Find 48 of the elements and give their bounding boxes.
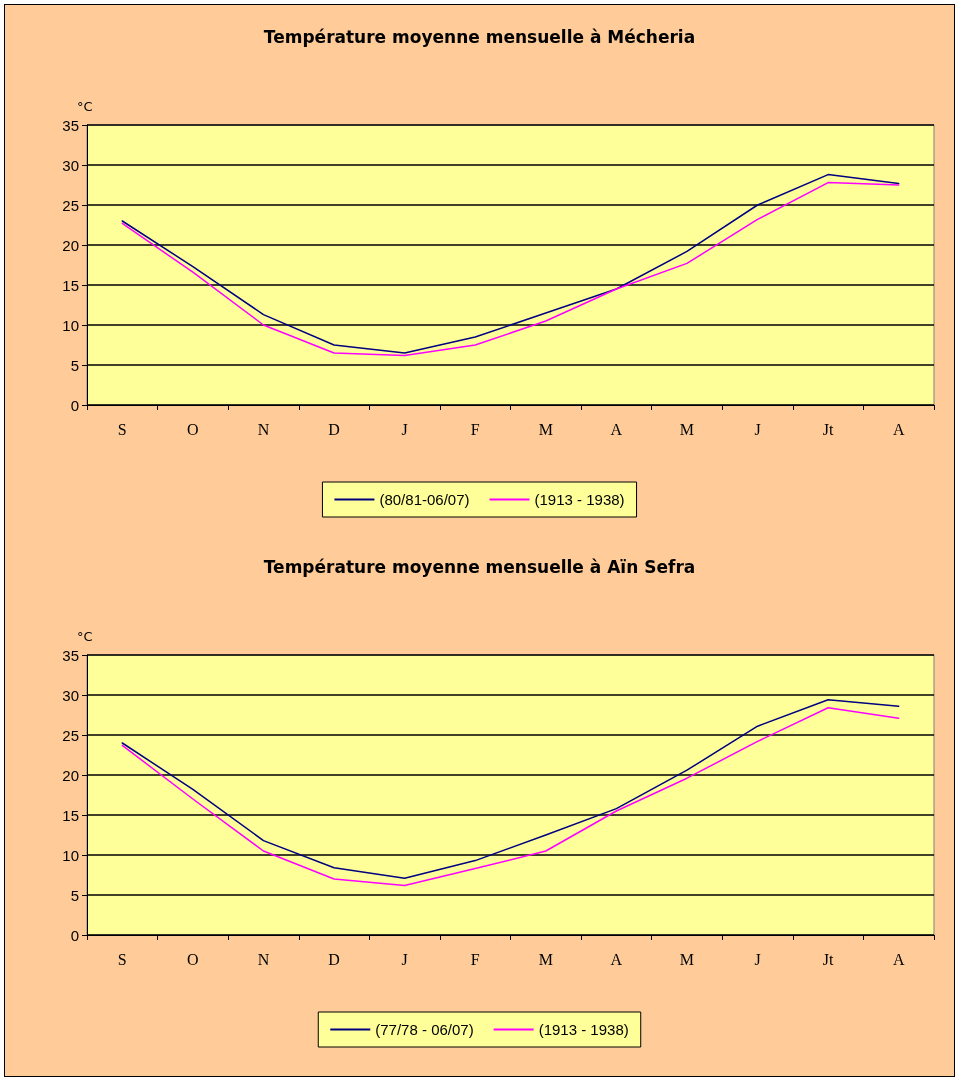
y-tick-label: 15 <box>62 806 79 824</box>
x-tick-label: S <box>117 950 127 968</box>
y-tick-label: 0 <box>70 396 79 414</box>
legend-label: (1913 - 1938) <box>538 1021 629 1038</box>
y-tick-label: 35 <box>62 646 79 664</box>
x-tick-label: D <box>328 950 340 968</box>
x-tick-label: Jt <box>822 950 835 968</box>
x-tick-label: S <box>117 420 127 438</box>
x-tick-label: N <box>257 950 270 968</box>
x-tick-label: J <box>401 420 408 438</box>
y-axis-title: °C <box>77 629 93 644</box>
y-tick-label: 10 <box>62 316 79 334</box>
y-tick-label: 15 <box>62 276 79 294</box>
y-tick-label: 0 <box>70 926 79 944</box>
x-tick-label: J <box>754 950 761 968</box>
x-tick-label: F <box>470 950 480 968</box>
x-tick-label: A <box>892 420 905 438</box>
x-tick-label: A <box>610 950 623 968</box>
legend-label: (80/81-06/07) <box>379 491 470 508</box>
x-tick-label: J <box>401 950 408 968</box>
y-tick-label: 5 <box>70 886 79 904</box>
x-tick-label: A <box>610 420 623 438</box>
chart-title: Température moyenne mensuelle à Aïn Sefra <box>263 556 696 577</box>
y-tick-label: 20 <box>62 236 79 254</box>
x-tick-label: D <box>328 420 340 438</box>
y-tick-label: 35 <box>62 116 79 134</box>
x-tick-label: M <box>679 420 695 438</box>
y-tick-label: 20 <box>62 766 79 784</box>
y-tick-label: 30 <box>62 156 79 174</box>
chart-title: Température moyenne mensuelle à Mécheria <box>263 26 696 47</box>
x-tick-label: O <box>187 420 199 438</box>
legend-label: (1913 - 1938) <box>534 491 625 508</box>
x-tick-label: Jt <box>822 420 835 438</box>
y-tick-label: 10 <box>62 846 79 864</box>
x-tick-label: N <box>257 420 270 438</box>
y-tick-label: 25 <box>62 196 79 214</box>
y-tick-label: 25 <box>62 726 79 744</box>
x-tick-label: A <box>892 950 905 968</box>
y-axis-title: °C <box>77 99 93 114</box>
x-tick-label: J <box>754 420 761 438</box>
x-tick-label: M <box>538 950 553 968</box>
x-tick-label: M <box>538 420 553 438</box>
x-tick-label: M <box>679 950 695 968</box>
x-tick-label: O <box>187 950 199 968</box>
x-tick-label: F <box>470 420 480 438</box>
legend-label: (77/78 - 06/07) <box>375 1021 474 1038</box>
y-tick-label: 5 <box>70 356 79 374</box>
y-tick-label: 30 <box>62 686 79 704</box>
